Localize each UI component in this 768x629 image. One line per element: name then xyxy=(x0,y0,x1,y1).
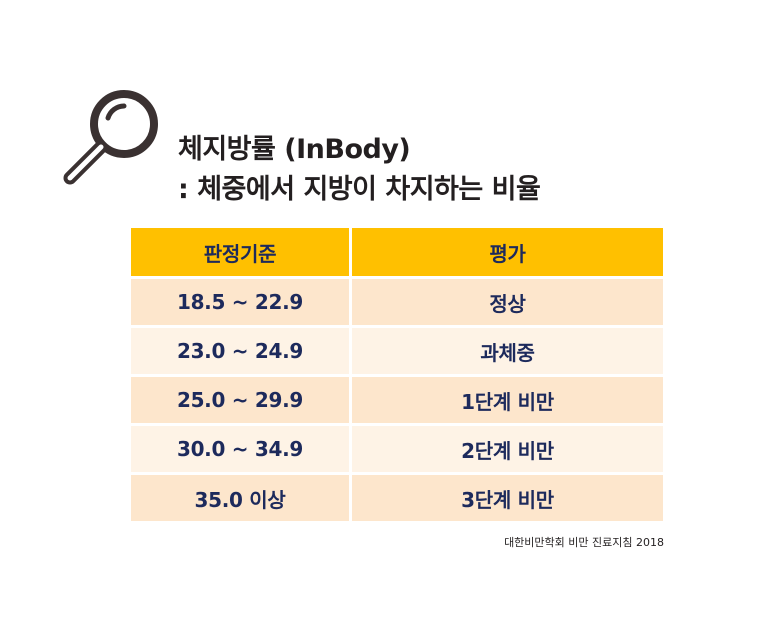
header-evaluation: 평가 xyxy=(352,228,663,276)
evaluation-cell: 정상 xyxy=(352,279,663,325)
title-line-1: 체지방률 (InBody) xyxy=(178,134,411,165)
evaluation-cell: 2단계 비만 xyxy=(352,426,663,472)
table-row: 23.0 ~ 24.9 과체중 xyxy=(131,328,663,374)
table-row: 30.0 ~ 34.9 2단계 비만 xyxy=(131,426,663,472)
criteria-cell: 35.0 이상 xyxy=(131,475,349,521)
evaluation-cell: 과체중 xyxy=(352,328,663,374)
source-citation: 대한비만학회 비만 진료지침 2018 xyxy=(504,536,664,549)
bodyfat-table: 판정기준 평가 18.5 ~ 22.9 정상 23.0 ~ 24.9 과체중 2… xyxy=(131,228,663,524)
criteria-cell: 30.0 ~ 34.9 xyxy=(131,426,349,472)
table-header-row: 판정기준 평가 xyxy=(131,228,663,276)
evaluation-cell: 1단계 비만 xyxy=(352,377,663,423)
evaluation-cell: 3단계 비만 xyxy=(352,475,663,521)
page-title: 체지방률 (InBody) : 체중에서 지방이 차지하는 비율 xyxy=(178,130,541,210)
criteria-cell: 23.0 ~ 24.9 xyxy=(131,328,349,374)
criteria-cell: 18.5 ~ 22.9 xyxy=(131,279,349,325)
header-criteria: 판정기준 xyxy=(131,228,349,276)
magnifying-glass-icon xyxy=(58,84,168,188)
table-row: 18.5 ~ 22.9 정상 xyxy=(131,279,663,325)
title-line-2: : 체중에서 지방이 차지하는 비율 xyxy=(178,174,541,205)
table-row: 35.0 이상 3단계 비만 xyxy=(131,475,663,521)
criteria-cell: 25.0 ~ 29.9 xyxy=(131,377,349,423)
table-row: 25.0 ~ 29.9 1단계 비만 xyxy=(131,377,663,423)
